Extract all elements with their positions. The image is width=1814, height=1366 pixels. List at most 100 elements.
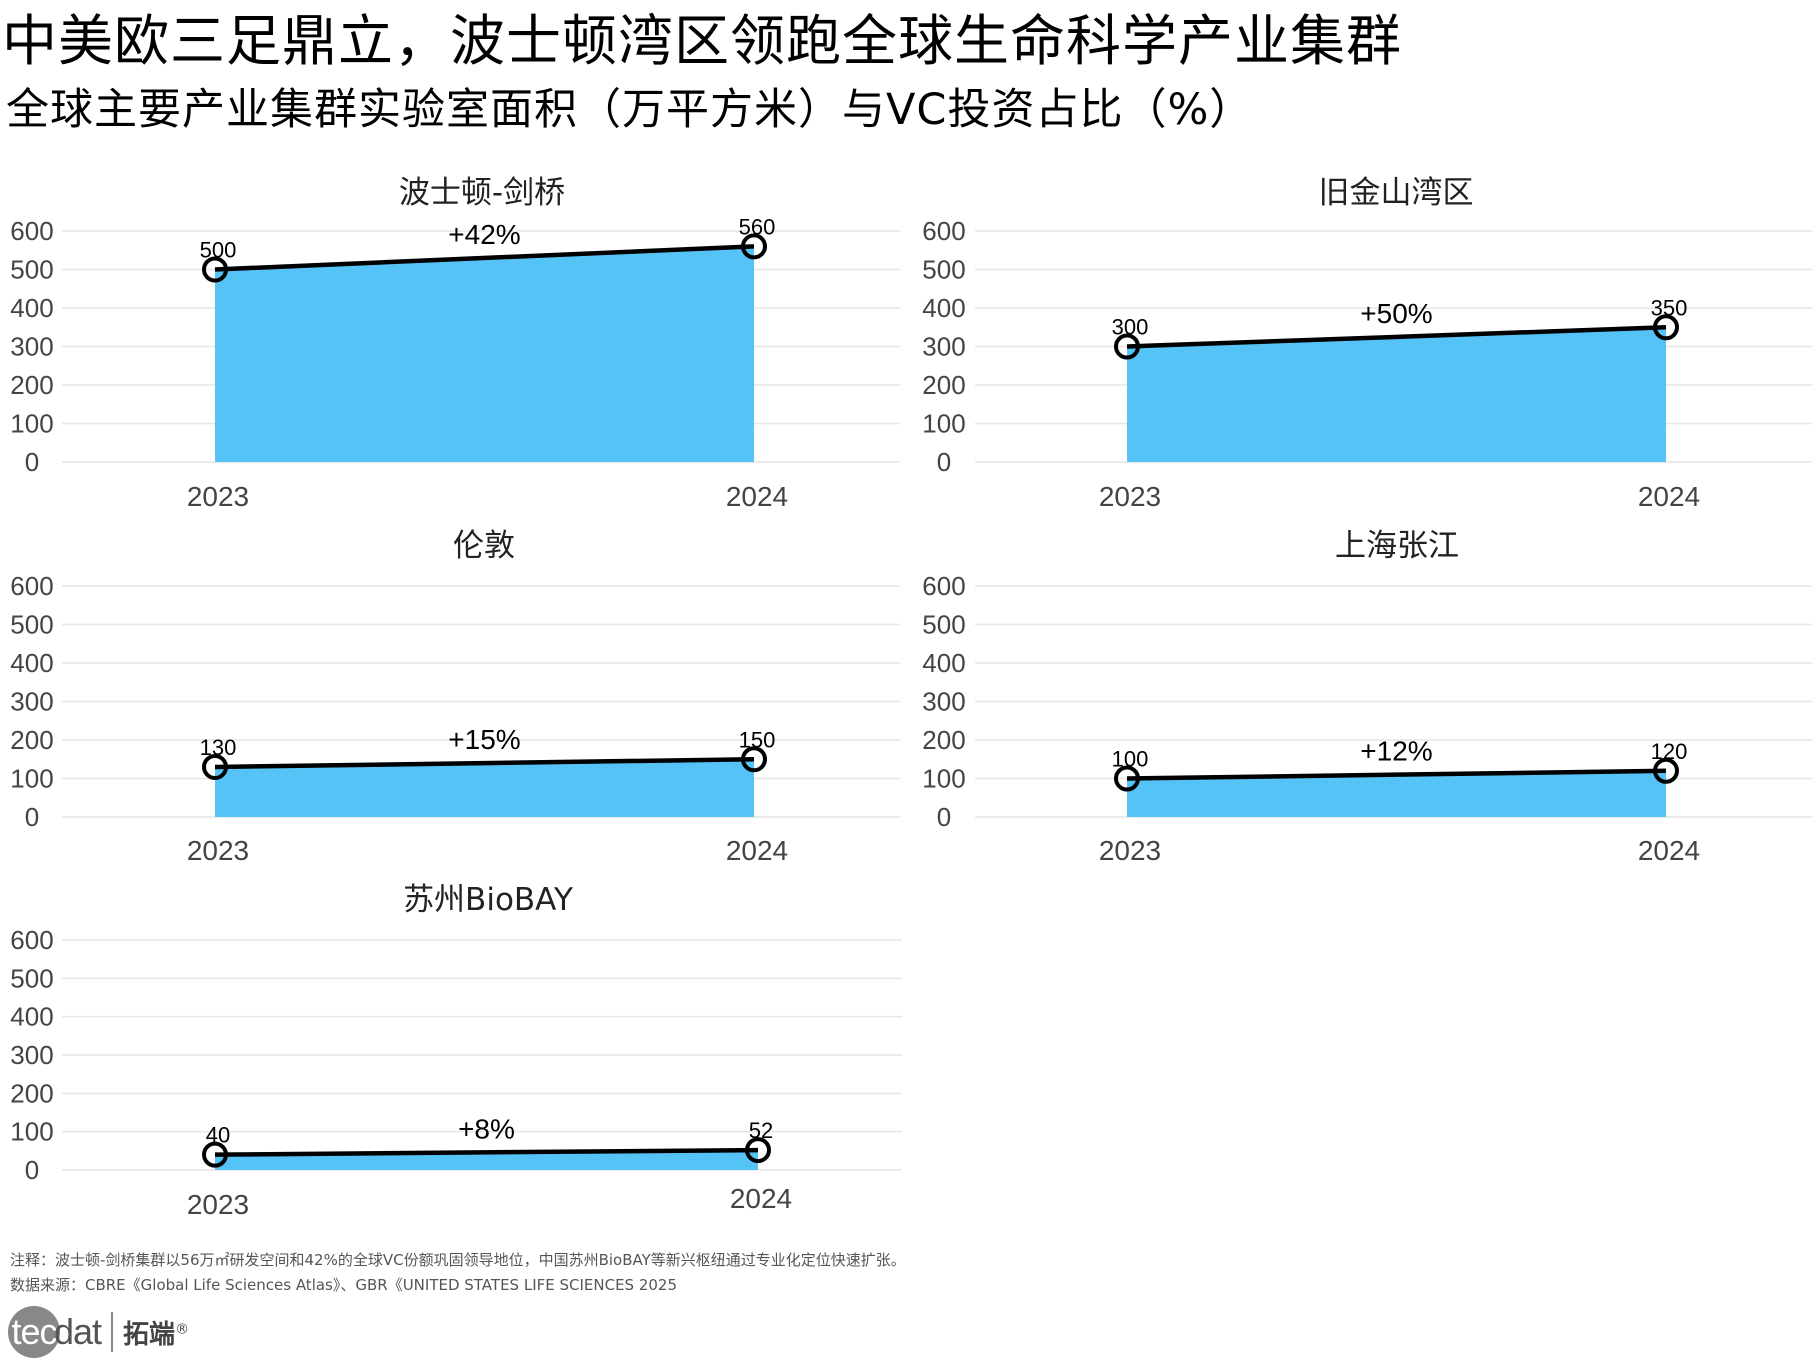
facet-panel: 0 100 200 300 400 500 600 波士顿-剑桥 500 560 +42% 2023 2… [10,175,900,512]
data-label: 40 [206,1123,230,1148]
data-label: 120 [1651,739,1688,764]
y-tick-label: 200 [10,725,53,755]
data-label: 350 [1651,295,1688,320]
data-label: 52 [749,1118,773,1143]
data-label: 100 [1112,747,1149,772]
change-label: +12% [1360,736,1432,767]
y-tick-label: 600 [922,216,965,246]
y-tick-label: 100 [10,764,53,794]
y-tick-label: 400 [10,293,53,323]
data-point [745,1137,771,1164]
y-tick-label: 600 [10,216,53,246]
data-label: 560 [739,214,776,239]
logo-latin: tecdat [8,1306,102,1358]
x-tick-label: 2024 [1638,481,1700,512]
x-tick-label: 2024 [726,481,788,512]
y-tick-label: 300 [922,687,965,717]
y-tick-label: 500 [10,255,53,285]
y-tick-label: 400 [10,1002,53,1032]
logo-circle-mark: tec [8,1306,60,1358]
x-tick-label: 2024 [1638,835,1700,866]
facet-panel: 0 100 200 300 400 500 600 上海张江 100 120 +12% 2023 202… [922,528,1812,866]
y-tick-label: 500 [10,610,53,640]
data-source: 数据来源：CBRE《Global Life Sciences Atlas》、GB… [10,1276,678,1294]
facet-panel: 0 100 200 300 400 500 600 伦敦 130 150 +15% 2023 2024 [10,528,900,866]
change-label: +15% [448,724,520,755]
y-tick-label: 100 [10,409,53,439]
y-tick-label: 200 [922,725,965,755]
facet-panel: 0 100 200 300 400 500 600 旧金山湾区 300 350 +50% 2023 20… [922,175,1812,512]
footer-notes: 注释：波士顿-剑桥集群以56万㎡研发空间和42%的全球VC份额巩固领导地位，中国… [10,1248,906,1298]
y-tick-label: 0 [25,447,39,477]
data-point [1653,314,1679,341]
chart-subtitle: 全球主要产业集群实验室面积（万平方米）与VC投资占比（%） [6,85,1254,135]
area-fill [1127,770,1666,817]
y-tick-label: 300 [10,332,53,362]
y-tick-label: 300 [10,687,53,717]
logo-cn: 拓端® [123,1319,190,1350]
y-tick-label: 0 [25,1155,39,1185]
data-label: 150 [739,727,776,752]
area-fill [1127,327,1666,462]
y-tick-label: 200 [922,370,965,400]
series-line [1126,768,1667,781]
data-point [741,746,767,773]
logo-divider [111,1312,114,1352]
y-tick-label: 400 [10,648,53,678]
series-line [214,244,755,272]
y-tick-label: 500 [10,963,53,993]
series-line [214,1147,759,1157]
x-tick-label: 2023 [187,481,249,512]
x-tick-label: 2023 [1099,835,1161,866]
y-tick-label: 0 [937,447,951,477]
data-point [1653,757,1679,784]
data-label: 300 [1112,315,1149,340]
change-label: +42% [448,219,520,250]
x-tick-label: 2023 [1099,481,1161,512]
y-tick-label: 200 [10,1078,53,1108]
panel-title: 苏州BioBAY [403,882,573,918]
series-line [214,757,755,770]
panel-title: 旧金山湾区 [1319,175,1474,211]
area-fill [215,246,754,462]
x-tick-label: 2023 [187,1189,249,1220]
y-tick-label: 600 [922,571,965,601]
x-tick-label: 2023 [187,835,249,866]
data-point [202,753,228,780]
area-fill [215,759,754,817]
brand-logo: tecdat 拓端® [8,1304,189,1360]
series-line [1126,325,1667,349]
panel-title: 上海张江 [1335,528,1459,564]
y-tick-label: 300 [10,1040,53,1070]
y-tick-label: 100 [922,764,965,794]
y-tick-label: 500 [922,255,965,285]
chart-title: 中美欧三足鼎立，波士顿湾区领跑全球生命科学产业集群 [2,9,1403,73]
y-tick-label: 0 [25,802,39,832]
y-tick-label: 200 [10,370,53,400]
logo-latin-rest: dat [54,1311,102,1352]
x-tick-label: 2024 [730,1183,792,1214]
facet-panel: 0 100 200 300 400 500 600 苏州BioBAY 40 52 +8% 2023 20… [10,882,902,1220]
data-label: 500 [200,238,237,263]
change-label: +8% [458,1113,515,1144]
data-point [1114,765,1140,792]
y-tick-label: 600 [10,925,53,955]
panel-title: 波士顿-剑桥 [399,175,565,211]
y-tick-label: 300 [922,332,965,362]
x-tick-label: 2024 [726,835,788,866]
footnote: 注释：波士顿-剑桥集群以56万㎡研发空间和42%的全球VC份额巩固领导地位，中国… [10,1251,906,1269]
data-point [202,1141,228,1168]
panel-title: 伦敦 [453,528,515,564]
data-label: 130 [200,735,237,760]
y-tick-label: 400 [922,648,965,678]
y-tick-label: 100 [922,409,965,439]
y-tick-label: 500 [922,610,965,640]
data-point [741,233,767,260]
data-point [1114,333,1140,360]
data-point [202,256,228,283]
y-tick-label: 400 [922,293,965,323]
change-label: +50% [1360,298,1432,329]
y-tick-label: 600 [10,571,53,601]
y-tick-label: 100 [10,1117,53,1147]
